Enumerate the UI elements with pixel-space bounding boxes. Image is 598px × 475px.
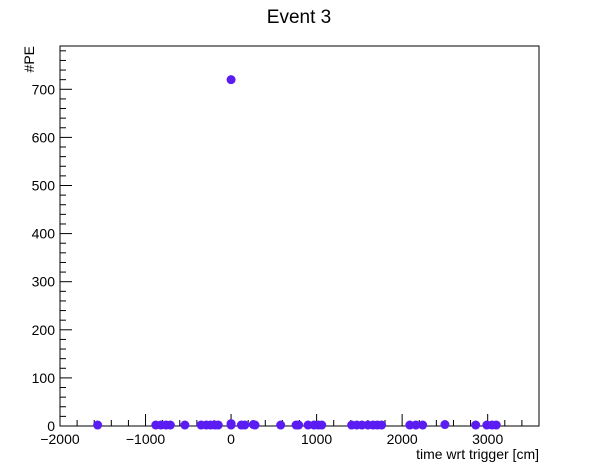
y-axis-title: #PE [21,46,37,72]
data-point [418,420,428,430]
data-point [440,420,450,430]
x-tick-label: 2000 [387,431,418,447]
data-point [250,420,260,430]
data-point [294,420,304,430]
x-tick-label: 0 [227,431,235,447]
data-point [471,420,481,430]
x-tick-label: −1000 [126,431,166,447]
x-tick-label: 3000 [472,431,503,447]
plot-frame [59,45,540,427]
data-point [240,420,250,430]
x-tick-label: −2000 [40,431,80,447]
data-point [93,420,103,430]
y-tick-label: 700 [32,81,56,97]
x-tick-label: 1000 [301,431,332,447]
data-point [165,420,175,430]
data-point [213,420,223,430]
y-tick-label: 0 [47,418,55,434]
x-axis-title: time wrt trigger [cm] [416,446,539,462]
data-point [411,420,421,430]
y-tick-label: 400 [32,226,56,242]
chart-title: Event 3 [267,7,331,28]
axes: 0 100 200 300 400 500 600 700 −2000 −1000 0 1000 200… [32,50,540,447]
data-point [180,420,190,430]
y-tick-label: 600 [32,129,56,145]
data-point [226,420,236,430]
data-point [317,420,327,430]
data-point [226,75,236,85]
y-tick-label: 100 [32,370,56,386]
data-point [377,420,387,430]
data-points [93,75,501,430]
y-tick-label: 500 [32,177,56,193]
data-point [491,420,501,430]
y-tick-label: 300 [32,274,56,290]
y-tick-label: 200 [32,322,56,338]
data-point [276,420,286,430]
